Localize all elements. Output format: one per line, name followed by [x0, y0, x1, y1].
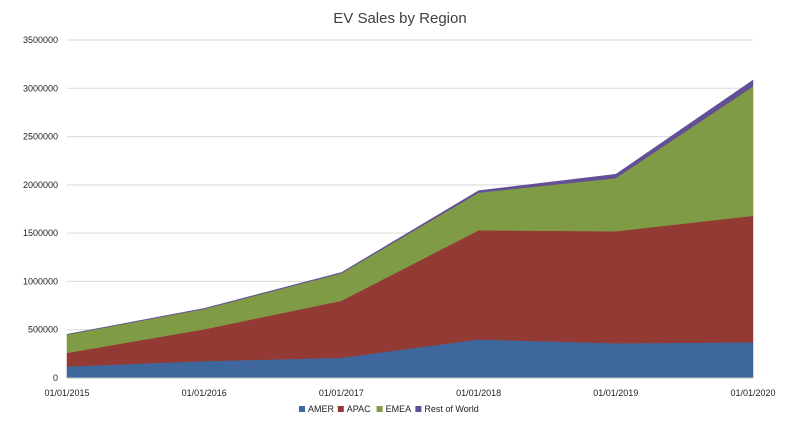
legend-label: Rest of World: [424, 404, 478, 414]
legend-label: EMEA: [386, 404, 412, 414]
x-tick-label: 01/01/2016: [182, 388, 227, 398]
legend-swatch: [299, 406, 305, 412]
y-tick-label: 0: [53, 373, 58, 383]
x-axis-tick-labels: 01/01/2015 01/01/2016 01/01/2017 01/01/2018…: [44, 388, 775, 398]
legend-label: APAC: [347, 404, 371, 414]
x-tick-label: 01/01/2018: [456, 388, 501, 398]
y-tick-label: 3000000: [23, 83, 58, 93]
y-tick-label: 500000: [28, 325, 58, 335]
x-tick-label: 01/01/2017: [319, 388, 364, 398]
legend-label: AMER: [308, 404, 335, 414]
y-tick-label: 2500000: [23, 132, 58, 142]
x-tick-label: 01/01/2019: [593, 388, 638, 398]
y-axis-tick-labels: 0 500000 1000000 1500000 2000000 2500000 30000…: [23, 35, 58, 383]
y-tick-label: 3500000: [23, 35, 58, 45]
legend-swatch: [376, 406, 383, 412]
area-rest-of-world: [66, 79, 754, 335]
y-tick-label: 1000000: [23, 276, 58, 286]
y-tick-label: 1500000: [23, 228, 58, 238]
series-areas: [66, 79, 754, 379]
y-tick-label: 2000000: [23, 180, 58, 190]
legend-swatch: [415, 406, 422, 412]
x-tick-label: 01/01/2015: [44, 388, 89, 398]
legend: AMER APAC EMEA Rest of World: [299, 404, 479, 414]
legend-swatch: [337, 406, 344, 412]
x-tick-label: 01/01/2020: [730, 388, 775, 398]
chart-title: EV Sales by Region: [333, 10, 466, 27]
